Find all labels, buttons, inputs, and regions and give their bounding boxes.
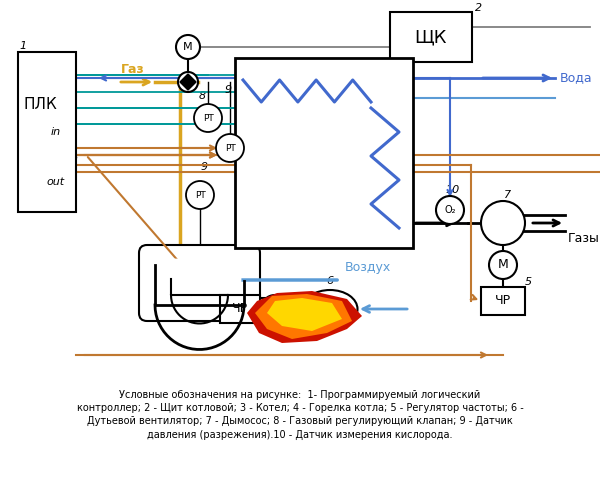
Circle shape — [186, 181, 214, 209]
Bar — [235, 58, 413, 248]
Text: ПЛК: ПЛК — [23, 96, 57, 112]
Circle shape — [481, 201, 525, 245]
Circle shape — [489, 251, 517, 279]
Bar — [220, 295, 260, 323]
Text: PT: PT — [224, 144, 235, 152]
Text: PT: PT — [194, 191, 205, 199]
Text: M: M — [497, 259, 508, 272]
Polygon shape — [247, 291, 362, 343]
Text: 9: 9 — [200, 162, 208, 172]
Bar — [481, 287, 525, 315]
Text: M: M — [269, 303, 280, 316]
Polygon shape — [180, 74, 196, 82]
Text: 7: 7 — [505, 190, 512, 200]
Polygon shape — [180, 82, 196, 90]
Text: 4: 4 — [240, 300, 247, 310]
Text: 9: 9 — [224, 85, 232, 95]
Text: Воздух: Воздух — [345, 262, 391, 274]
Text: 10: 10 — [446, 185, 460, 195]
Text: 5: 5 — [238, 282, 245, 292]
Polygon shape — [267, 298, 342, 331]
Polygon shape — [255, 294, 352, 339]
Text: M: M — [183, 42, 193, 52]
Text: Газ: Газ — [121, 62, 145, 76]
Text: ЩК: ЩК — [415, 28, 447, 46]
Text: in: in — [51, 127, 61, 137]
Text: 8: 8 — [199, 91, 206, 101]
Text: 9: 9 — [244, 115, 251, 125]
Text: ЧР: ЧР — [495, 295, 511, 308]
Circle shape — [436, 196, 464, 224]
Text: 1: 1 — [19, 41, 26, 51]
Text: Вода: Вода — [560, 71, 593, 84]
FancyBboxPatch shape — [139, 245, 260, 321]
Circle shape — [178, 72, 198, 92]
Text: O₂: O₂ — [444, 205, 456, 215]
Circle shape — [194, 104, 222, 132]
Circle shape — [176, 35, 200, 59]
Ellipse shape — [302, 290, 358, 328]
Text: PT: PT — [203, 114, 214, 123]
Bar — [390, 12, 472, 62]
Text: 3: 3 — [424, 47, 431, 57]
Text: Газы: Газы — [568, 231, 600, 244]
Circle shape — [216, 134, 244, 162]
Bar — [18, 52, 76, 212]
Text: 5: 5 — [525, 277, 532, 287]
Text: 6: 6 — [326, 276, 334, 286]
FancyBboxPatch shape — [159, 260, 240, 311]
Text: out: out — [47, 177, 65, 187]
Circle shape — [261, 295, 289, 323]
Text: ЧР: ЧР — [232, 303, 248, 316]
Text: Условные обозначения на рисунке:  1- Программируемый логический
контроллер; 2 - : Условные обозначения на рисунке: 1- Прог… — [77, 390, 523, 440]
Text: 2: 2 — [475, 3, 482, 13]
